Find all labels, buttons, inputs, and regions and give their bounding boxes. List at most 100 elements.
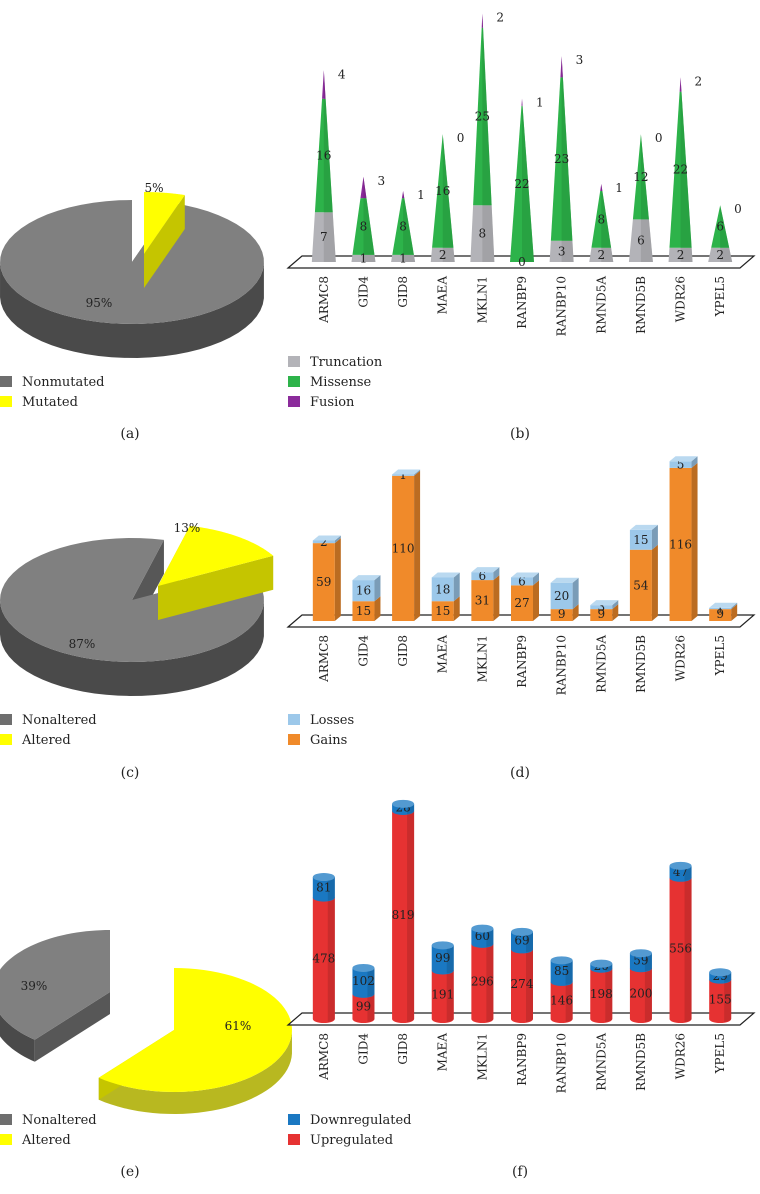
bar-top-ranbp9 — [511, 572, 539, 578]
bar-top-armc8 — [312, 535, 341, 541]
bar-side-rmnd5b-0 — [651, 544, 658, 621]
data-label-gid4-missense: 8 — [360, 220, 368, 234]
data-label-rmnd5a-gains: 9 — [597, 607, 605, 621]
x-tick-ypel5: YPEL5 — [713, 635, 727, 676]
cone-shade-gid4-2 — [363, 176, 367, 199]
bar-side-wdr26-0 — [691, 462, 698, 621]
bar-front-mkln1-gains — [471, 580, 494, 621]
cone-shade-rmnd5b-1 — [640, 134, 649, 220]
bar-top-wdr26 — [669, 456, 698, 462]
data-label-mkln1-fusion: 2 — [496, 11, 504, 25]
panel-letter-b: (b) — [510, 426, 530, 442]
bar-front-maea-losses — [431, 577, 454, 602]
data-label-armc8-upregulated: 478 — [312, 951, 335, 965]
bar-front-ranbp9-losses — [511, 577, 533, 586]
cone-shade-ranbp9-1 — [522, 105, 534, 262]
pie-slice-mutated — [144, 192, 185, 288]
data-label-mkln1-downregulated: 60 — [475, 929, 490, 943]
bar-front-rmnd5a-losses — [590, 605, 613, 610]
cylinder-shade-ranbp10-1 — [565, 960, 573, 985]
bar-side-ypel5-0 — [731, 604, 738, 621]
data-label-ranbp9-downregulated: 69 — [514, 934, 529, 948]
legend-label-losses: Losses — [310, 713, 354, 728]
data-label-ranbp10-losses: 20 — [554, 589, 569, 603]
data-label-ypel5-upregulated: 155 — [709, 992, 732, 1006]
data-label-gid4-downregulated: 102 — [352, 974, 375, 988]
cylinder-shade-gid4-0 — [367, 993, 375, 1022]
bar-front-wdr26-losses — [669, 461, 692, 468]
x-tick-ranbp10: RANBP10 — [555, 1033, 569, 1093]
x-tick-maea: MAEA — [436, 276, 450, 315]
data-label-rmnd5b-gains: 54 — [633, 578, 649, 592]
bar-side-ranbp9-0 — [533, 580, 539, 621]
panel-e-pie-chart: 39% 61% Nonaltered Altered — [0, 930, 292, 1148]
cylinder-shade-maea-1 — [446, 945, 454, 974]
panel-b-mutation-bar-chart: ARMC8 GID4 GID8 MAEA MKLN1 RANBP9 RANBP10 RMND5… — [286, 11, 756, 410]
data-label-ranbp10-fusion: 3 — [576, 53, 584, 67]
pie-wall-1 — [144, 195, 185, 288]
data-label-maea-truncation: 2 — [439, 248, 447, 262]
legend-label-altered: Altered — [21, 1133, 71, 1148]
legend-label-nonaltered: Nonaltered — [22, 1113, 97, 1128]
data-label-rmnd5b-losses: 15 — [633, 533, 648, 547]
data-label-gid8-truncation: 1 — [399, 251, 407, 265]
cylinder-top-armc8 — [312, 873, 335, 882]
x-tick-ypel5: YPEL5 — [713, 276, 727, 317]
panel-d-cna-bar-chart: ARMC8 GID4 GID8 MAEA MKLN1 RANBP9 RANBP10 RMND5… — [286, 456, 756, 748]
data-label-ranbp10-upregulated: 146 — [550, 993, 573, 1007]
x-tick-gid4: GID4 — [356, 1033, 370, 1065]
bar-side-ranbp10-0 — [572, 604, 579, 621]
bar-front-maea-gains — [431, 601, 454, 621]
data-label-wdr26-fusion: 2 — [695, 74, 703, 88]
cone-shade-ranbp10-1 — [561, 77, 573, 241]
x-tick-gid4: GID4 — [356, 276, 370, 308]
bar-side-mkln1-0 — [493, 575, 500, 621]
bar-top-maea — [431, 572, 460, 578]
cone-shade-gid8-2 — [403, 191, 405, 199]
legend-label-missense: Missense — [310, 375, 372, 390]
cone-shade-ypel5-1 — [720, 205, 730, 248]
cone-shade-ypel5-0 — [720, 247, 733, 262]
cylinder-top-maea — [431, 941, 454, 950]
cylinder-shade-rmnd5b-1 — [644, 953, 652, 972]
pie-slice-nonaltered — [0, 930, 111, 1062]
data-label-ypel5-fusion: 0 — [734, 202, 742, 216]
data-label-maea-losses: 18 — [435, 582, 450, 596]
bar-front-rmnd5a-gains — [590, 609, 613, 621]
pie-slice-altered — [158, 525, 274, 620]
data-label-armc8-losses: 2 — [320, 535, 328, 549]
cone-shade-rmnd5a-2 — [601, 183, 603, 191]
x-tick-maea: MAEA — [436, 635, 450, 674]
bar-side-gid8-1 — [414, 469, 421, 476]
bar-front-armc8-gains — [312, 543, 335, 621]
legend-swatch-losses — [288, 714, 300, 725]
legend-label-upregulated: Upregulated — [310, 1133, 393, 1148]
data-label-wdr26-gains: 116 — [669, 537, 692, 551]
bar-side-maea-0 — [453, 596, 460, 621]
cylinder-top-ypel5 — [709, 968, 732, 977]
data-label-rmnd5b-missense: 12 — [633, 170, 648, 184]
pie-value-label-nonaltered: 87% — [69, 637, 96, 651]
cylinder-top-gid4 — [352, 963, 375, 972]
panel-letters: (a) (b) (c) (d) (e) (f) — [120, 426, 530, 1180]
cylinder-top-ranbp10 — [550, 956, 573, 965]
x-tick-ranbp9: RANBP9 — [515, 1033, 529, 1086]
cylinder-shade-ranbp9-1 — [526, 931, 533, 953]
legend-swatch-gains — [288, 734, 300, 745]
cone-shade-armc8-1 — [323, 98, 333, 213]
cone-shade-wdr26-0 — [680, 247, 693, 262]
cone-shade-maea-1 — [442, 134, 454, 248]
cone-shade-gid8-0 — [403, 254, 416, 262]
data-label-mkln1-truncation: 8 — [479, 227, 487, 241]
data-label-ranbp10-truncation: 3 — [558, 244, 566, 258]
data-label-ypel5-losses: 1 — [716, 601, 724, 615]
bar-side-maea-1 — [453, 572, 460, 602]
x-tick-armc8: ARMC8 — [317, 276, 331, 324]
pie-value-label-nonmutated: 95% — [86, 296, 113, 310]
cylinder-shade-wdr26-0 — [684, 877, 692, 1022]
data-label-rmnd5a-missense: 8 — [597, 212, 605, 226]
data-label-armc8-fusion: 4 — [338, 67, 346, 81]
bar-front-ypel5-gains — [709, 609, 732, 621]
legend-label-nonaltered: Nonaltered — [22, 713, 97, 728]
x-tick-gid8: GID8 — [396, 276, 410, 308]
